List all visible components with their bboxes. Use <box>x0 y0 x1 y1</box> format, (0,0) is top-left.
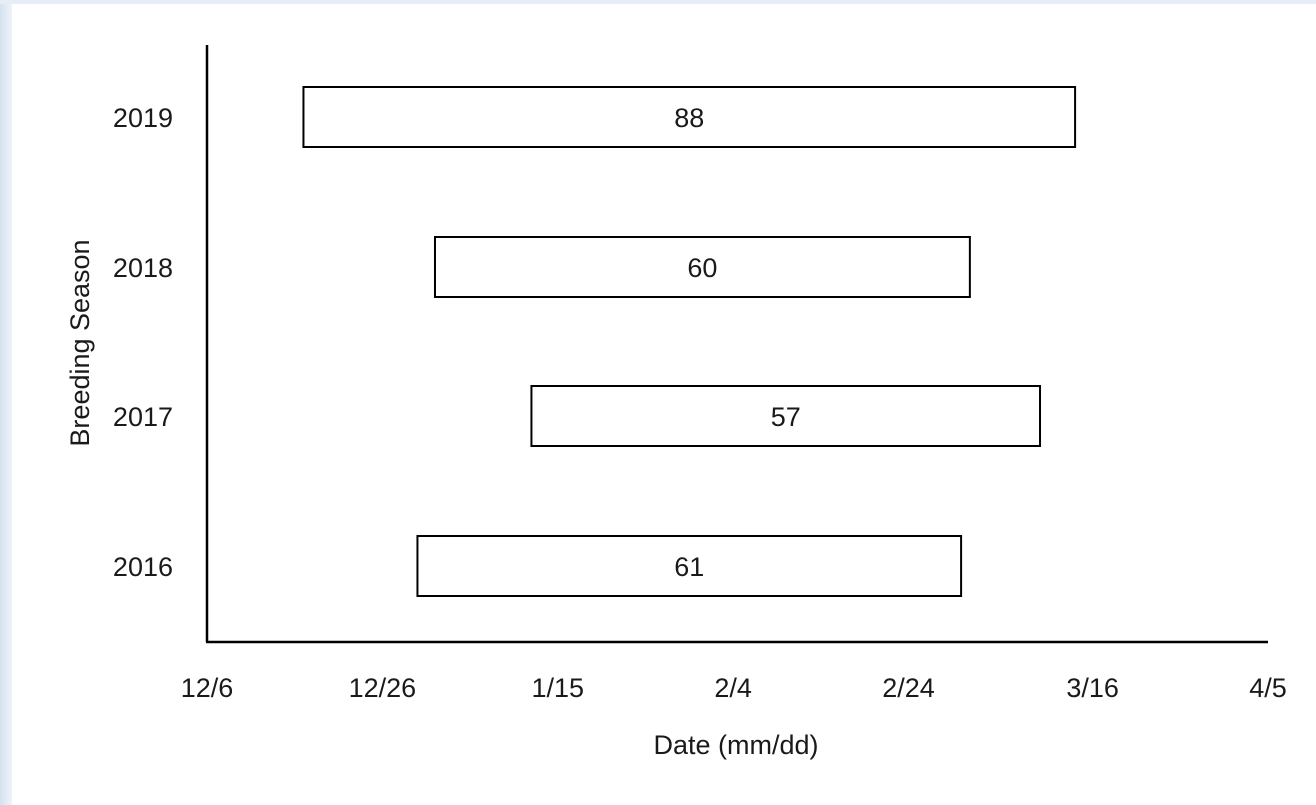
x-tick-label: 12/6 <box>181 673 234 703</box>
bar-label-2019: 88 <box>674 103 704 133</box>
x-tick-label: 2/24 <box>882 673 935 703</box>
bar-label-2016: 61 <box>674 552 704 582</box>
window-frame-top <box>0 0 1316 4</box>
x-tick-label: 12/26 <box>349 673 417 703</box>
y-axis-title: Breeding Season <box>65 239 95 446</box>
window-frame-left <box>0 0 12 805</box>
y-tick-label: 2019 <box>113 103 173 133</box>
x-tick-label: 4/5 <box>1249 673 1287 703</box>
x-tick-label: 1/15 <box>531 673 584 703</box>
x-axis-title: Date (mm/dd) <box>653 730 818 760</box>
bar-2017 <box>530 385 1042 447</box>
bar-label-2017: 57 <box>771 402 801 432</box>
bar-2019 <box>302 86 1077 148</box>
bar-2016 <box>416 535 963 597</box>
x-tick-labels: 12/6 12/26 1/15 2/4 2/24 3/16 4/5 <box>181 673 1287 703</box>
bars-layer: 61 57 60 88 <box>302 86 1077 597</box>
x-tick-label: 3/16 <box>1066 673 1119 703</box>
bar-label-2018: 60 <box>687 253 717 283</box>
y-tick-label: 2018 <box>113 253 173 283</box>
y-tick-label: 2017 <box>113 402 173 432</box>
y-tick-labels: 2016 2017 2018 2019 <box>113 103 173 582</box>
bar-2018 <box>433 236 971 298</box>
x-tick-label: 2/4 <box>714 673 752 703</box>
y-tick-label: 2016 <box>113 552 173 582</box>
